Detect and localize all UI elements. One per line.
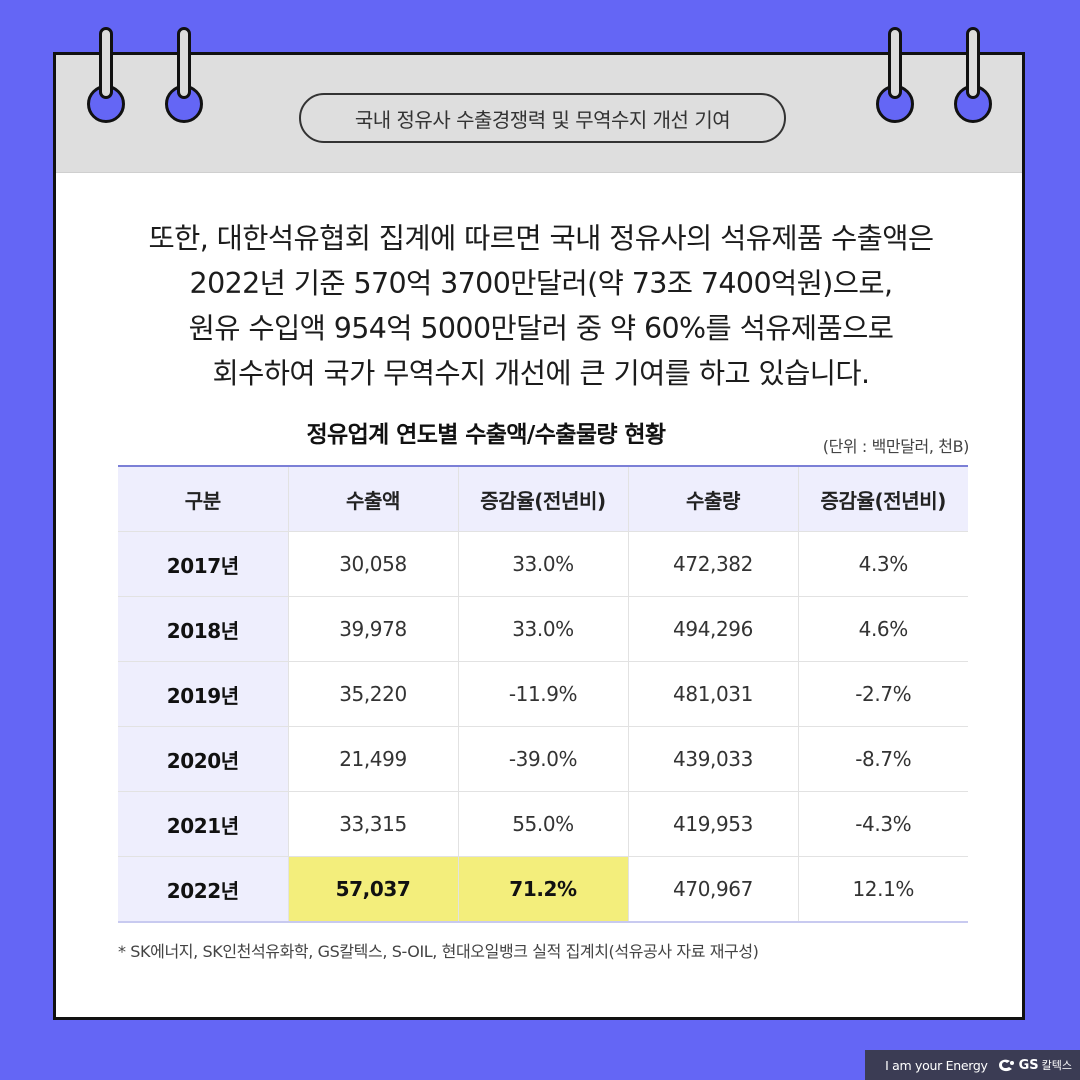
column-header-category: 구분 bbox=[118, 466, 288, 532]
binder-ring-bar bbox=[177, 27, 191, 99]
row-year: 2022년 bbox=[118, 856, 288, 922]
cell-value-change: -39.0% bbox=[457, 726, 628, 792]
table-row: 2022년 57,037 71.2% 470,967 12.1% bbox=[118, 856, 968, 922]
table-row: 2021년 33,315 55.0% 419,953 -4.3% bbox=[118, 791, 968, 857]
cell-export-value: 39,978 bbox=[287, 596, 458, 662]
cell-export-value-highlight: 57,037 bbox=[287, 856, 458, 922]
cell-export-value: 35,220 bbox=[287, 661, 458, 727]
brand-logo-text: GS bbox=[1018, 1057, 1039, 1073]
binder-ring-bar bbox=[99, 27, 113, 99]
intro-line: 회수하여 국가 무역수지 개선에 큰 기여를 하고 있습니다. bbox=[212, 357, 871, 390]
table-row: 2017년 30,058 33.0% 472,382 4.3% bbox=[118, 531, 968, 597]
cell-volume-change: -2.7% bbox=[797, 661, 968, 727]
cell-export-volume: 481,031 bbox=[627, 661, 798, 727]
column-header-export-volume: 수출량 bbox=[627, 466, 798, 532]
cell-volume-change: 4.3% bbox=[797, 531, 968, 597]
cell-value-change-highlight: 71.2% bbox=[457, 856, 628, 922]
table-row: 2018년 39,978 33.0% 494,296 4.6% bbox=[118, 596, 968, 662]
binder-ring-bar bbox=[966, 27, 980, 99]
export-table: 구분 수출액 증감율(전년비) 수출량 증감율(전년비) 2017년 30,05… bbox=[118, 465, 968, 923]
card-header-band: 국내 정유사 수출경쟁력 및 무역수지 개선 기여 bbox=[56, 55, 1022, 173]
header-title-pill: 국내 정유사 수출경쟁력 및 무역수지 개선 기여 bbox=[299, 93, 786, 143]
source-footnote: * SK에너지, SK인천석유화학, GS칼텍스, S-OIL, 현대오일뱅크 … bbox=[118, 942, 759, 961]
intro-line: 원유 수입액 954억 5000만달러 중 약 60%를 석유제품으로 bbox=[188, 312, 894, 345]
cell-volume-change: 4.6% bbox=[797, 596, 968, 662]
table-title: 정유업계 연도별 수출액/수출물량 현황 bbox=[306, 422, 667, 448]
brand-logo: GS 칼텍스 bbox=[996, 1057, 1072, 1073]
cell-value-change: -11.9% bbox=[457, 661, 628, 727]
row-year: 2019년 bbox=[118, 661, 288, 727]
row-year: 2018년 bbox=[118, 596, 288, 662]
cell-volume-change: 12.1% bbox=[797, 856, 968, 922]
intro-paragraph: 또한, 대한석유협회 집계에 따르면 국내 정유사의 석유제품 수출액은 202… bbox=[116, 216, 966, 396]
brand-tagline: I am your Energy bbox=[885, 1057, 988, 1073]
brand-logo-suffix: 칼텍스 bbox=[1041, 1059, 1072, 1072]
cell-volume-change: -8.7% bbox=[797, 726, 968, 792]
binder-ring-bar bbox=[888, 27, 902, 99]
cell-export-volume: 470,967 bbox=[627, 856, 798, 922]
column-header-volume-change: 증감율(전년비) bbox=[797, 466, 968, 532]
cell-value-change: 55.0% bbox=[457, 791, 628, 857]
table-row: 2020년 21,499 -39.0% 439,033 -8.7% bbox=[118, 726, 968, 792]
column-header-value-change: 증감율(전년비) bbox=[457, 466, 628, 532]
intro-line: 2022년 기준 570억 3700만달러(약 73조 7400억원)으로, bbox=[189, 267, 894, 300]
table-header-row: 구분 수출액 증감율(전년비) 수출량 증감율(전년비) bbox=[118, 466, 968, 532]
cell-export-value: 21,499 bbox=[287, 726, 458, 792]
row-year: 2020년 bbox=[118, 726, 288, 792]
cell-export-volume: 494,296 bbox=[627, 596, 798, 662]
table-unit: (단위 : 백만달러, 천B) bbox=[822, 437, 970, 456]
intro-line: 또한, 대한석유협회 집계에 따르면 국내 정유사의 석유제품 수출액은 bbox=[148, 222, 934, 255]
cell-export-value: 33,315 bbox=[287, 791, 458, 857]
cell-export-volume: 419,953 bbox=[627, 791, 798, 857]
cell-export-volume: 472,382 bbox=[627, 531, 798, 597]
row-year: 2021년 bbox=[118, 791, 288, 857]
cell-value-change: 33.0% bbox=[457, 596, 628, 662]
brand-footer: I am your Energy GS 칼텍스 bbox=[865, 1050, 1080, 1080]
cell-value-change: 33.0% bbox=[457, 531, 628, 597]
column-header-export-value: 수출액 bbox=[287, 466, 458, 532]
gs-logo-icon bbox=[998, 1059, 1014, 1072]
cell-export-volume: 439,033 bbox=[627, 726, 798, 792]
calendar-card: 국내 정유사 수출경쟁력 및 무역수지 개선 기여 또한, 대한석유협회 집계에… bbox=[53, 52, 1025, 1020]
cell-volume-change: -4.3% bbox=[797, 791, 968, 857]
cell-export-value: 30,058 bbox=[287, 531, 458, 597]
table-row: 2019년 35,220 -11.9% 481,031 -2.7% bbox=[118, 661, 968, 727]
row-year: 2017년 bbox=[118, 531, 288, 597]
